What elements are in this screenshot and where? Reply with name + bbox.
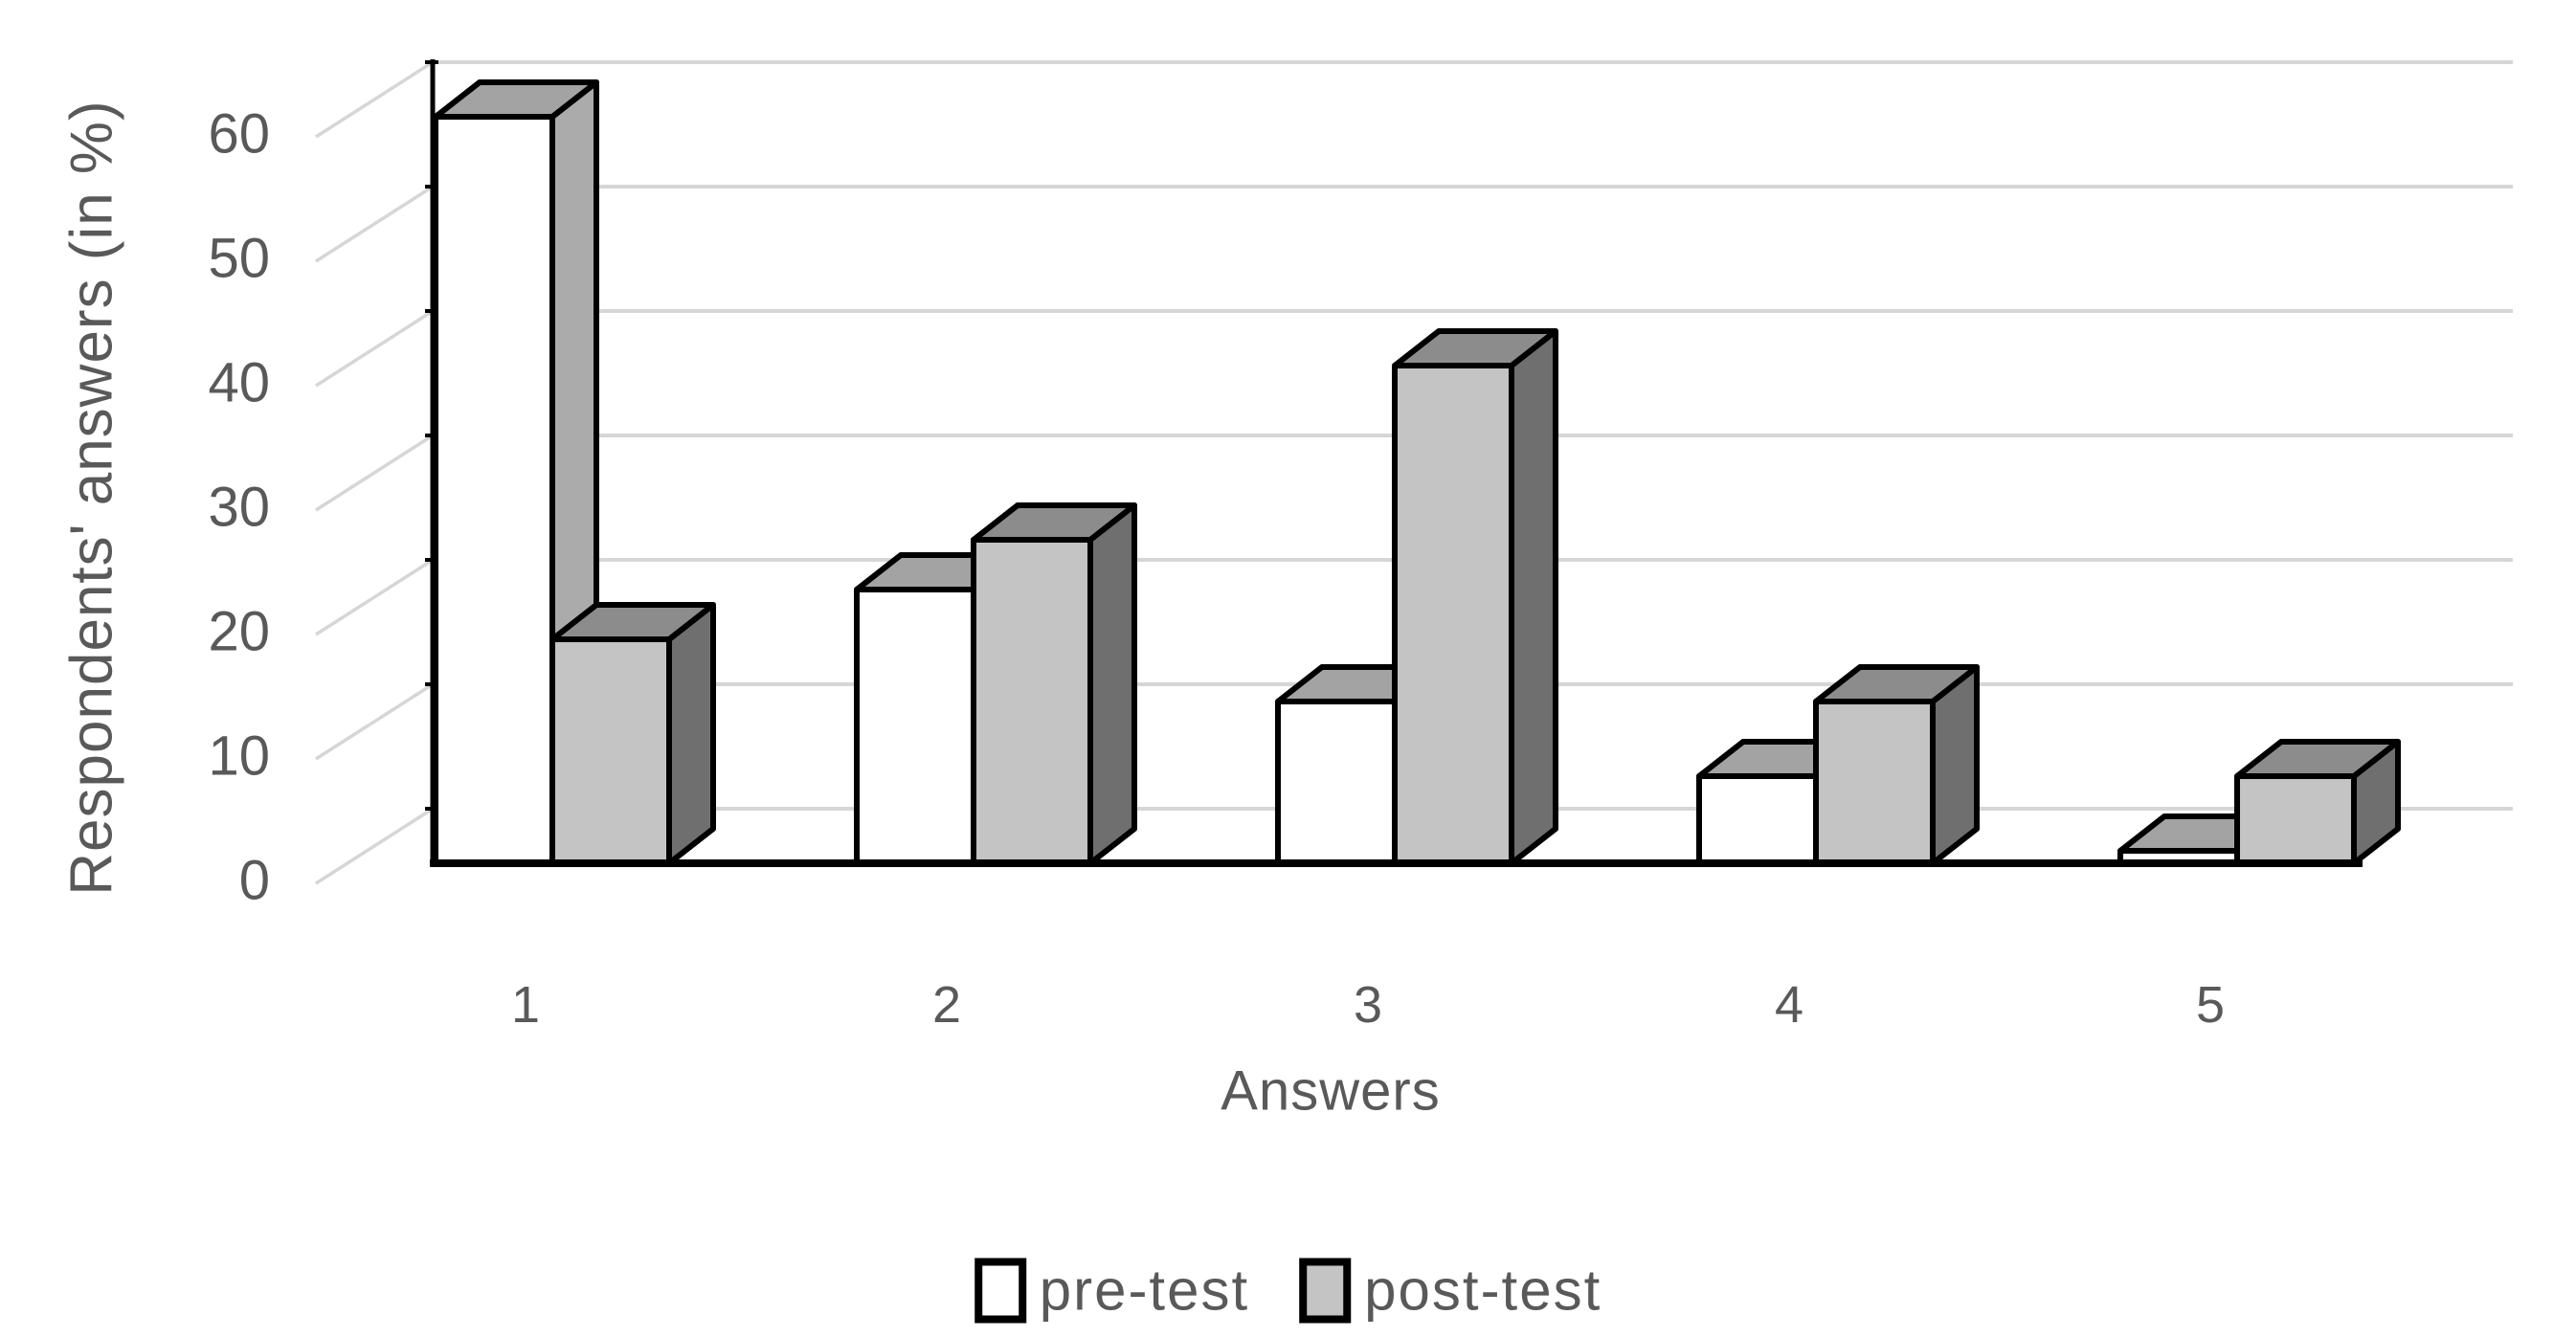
legend-label-post-test: post-test	[1364, 1258, 1602, 1323]
y-tick-label: 0	[239, 850, 270, 912]
bar-post-test-category-4	[1813, 699, 1936, 866]
bar-pre-test-category-2	[854, 587, 976, 866]
y-tick-diagonal	[315, 185, 434, 263]
bar-post-test-category-3	[1392, 363, 1514, 866]
bar-post-test-category-1	[549, 636, 672, 866]
x-category-label-5: 5	[2196, 976, 2225, 1034]
bar-side-face-post-test-3	[1509, 328, 1558, 866]
y-tick-diagonal	[315, 434, 434, 512]
y-axis-title: Respondents' answers (in %)	[58, 100, 125, 896]
post-test-swatch-icon	[1299, 1258, 1352, 1323]
bar-pre-test-category-3	[1275, 699, 1398, 866]
y-tick-label: 30	[208, 477, 270, 539]
y-tick-diagonal	[315, 807, 434, 885]
x-category-label-4: 4	[1775, 976, 1803, 1034]
legend: pre-test post-test	[974, 1258, 1602, 1324]
bar-post-test-category-2	[971, 537, 1093, 866]
pre-test-swatch-icon	[974, 1258, 1026, 1323]
y-tick-label: 20	[208, 601, 270, 663]
bar-side-face-post-test-1	[666, 602, 716, 866]
bar-post-test-category-5	[2234, 773, 2357, 866]
x-category-label-1: 1	[511, 976, 540, 1034]
legend-item-pre-test: pre-test	[974, 1258, 1249, 1324]
y-tick-diagonal	[315, 60, 434, 139]
y-tick-label: 50	[208, 228, 270, 290]
bar-pre-test-category-4	[1696, 773, 1819, 866]
bar-pre-test-category-1	[433, 114, 555, 866]
y-tick-diagonal	[315, 309, 434, 388]
x-category-label-3: 3	[1354, 976, 1382, 1034]
y-tick-diagonal	[315, 558, 434, 636]
y-tick-label: 40	[208, 352, 270, 414]
y-tick-diagonal	[315, 682, 434, 761]
y-tick-label: 10	[208, 725, 270, 788]
legend-item-post-test: post-test	[1299, 1258, 1602, 1324]
x-axis-title: Answers	[1221, 1059, 1441, 1123]
y-tick-label: 60	[208, 103, 270, 166]
x-category-label-2: 2	[932, 976, 961, 1034]
bar-side-face-post-test-2	[1087, 502, 1137, 866]
legend-label-pre-test: pre-test	[1039, 1258, 1250, 1323]
